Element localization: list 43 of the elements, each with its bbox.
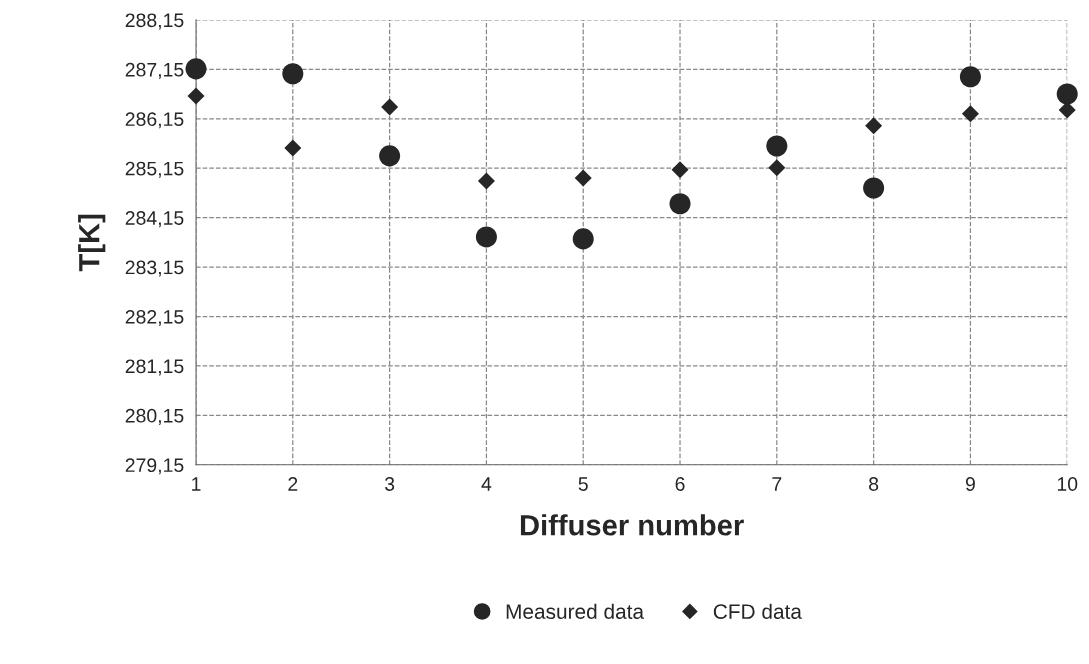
y-tick-label: 279,15 xyxy=(125,458,184,475)
y-tick-label: 286,15 xyxy=(125,112,184,129)
x-tick-label: 3 xyxy=(384,477,395,491)
x-axis-title: Diffuser number xyxy=(520,514,744,536)
y-tick-label: 288,15 xyxy=(125,13,184,30)
legend-label: CFD data xyxy=(713,603,802,619)
legend-label: Measured data xyxy=(506,603,645,619)
x-tick-label: 5 xyxy=(578,477,588,491)
x-tick-label: 9 xyxy=(965,477,975,491)
y-tick-label: 282,15 xyxy=(125,309,184,327)
point xyxy=(381,98,399,116)
point xyxy=(379,145,401,167)
point xyxy=(572,228,594,250)
point xyxy=(282,63,304,85)
y-tick-label: 283,15 xyxy=(125,260,184,277)
x-tick-label: 4 xyxy=(481,477,492,491)
y-tick-label: 281,15 xyxy=(125,359,184,376)
x-tick-label: 7 xyxy=(772,477,782,491)
point xyxy=(961,105,979,123)
point xyxy=(284,139,302,157)
x-tick-label: 6 xyxy=(675,477,685,491)
y-tick-label: 287,15 xyxy=(125,62,184,79)
point xyxy=(671,161,689,179)
x-tick-label: 8 xyxy=(869,477,879,491)
x-tick-label: 10 xyxy=(1057,477,1078,491)
y-axis-title: T[K] xyxy=(78,214,106,272)
point xyxy=(574,169,592,187)
y-tick-label: 284,15 xyxy=(125,211,184,228)
point xyxy=(475,226,497,248)
point xyxy=(865,117,883,135)
x-tick-label: 1 xyxy=(192,477,201,491)
x-tick-label: 2 xyxy=(288,477,298,491)
y-tick-label: 285,15 xyxy=(125,161,184,178)
point xyxy=(1056,83,1078,105)
point xyxy=(477,172,495,190)
point xyxy=(959,66,981,88)
point xyxy=(669,193,691,215)
point xyxy=(185,58,207,80)
point xyxy=(768,159,786,177)
point xyxy=(863,177,885,199)
y-tick-label: 280,15 xyxy=(125,408,184,425)
point xyxy=(766,135,788,157)
point xyxy=(187,87,205,105)
